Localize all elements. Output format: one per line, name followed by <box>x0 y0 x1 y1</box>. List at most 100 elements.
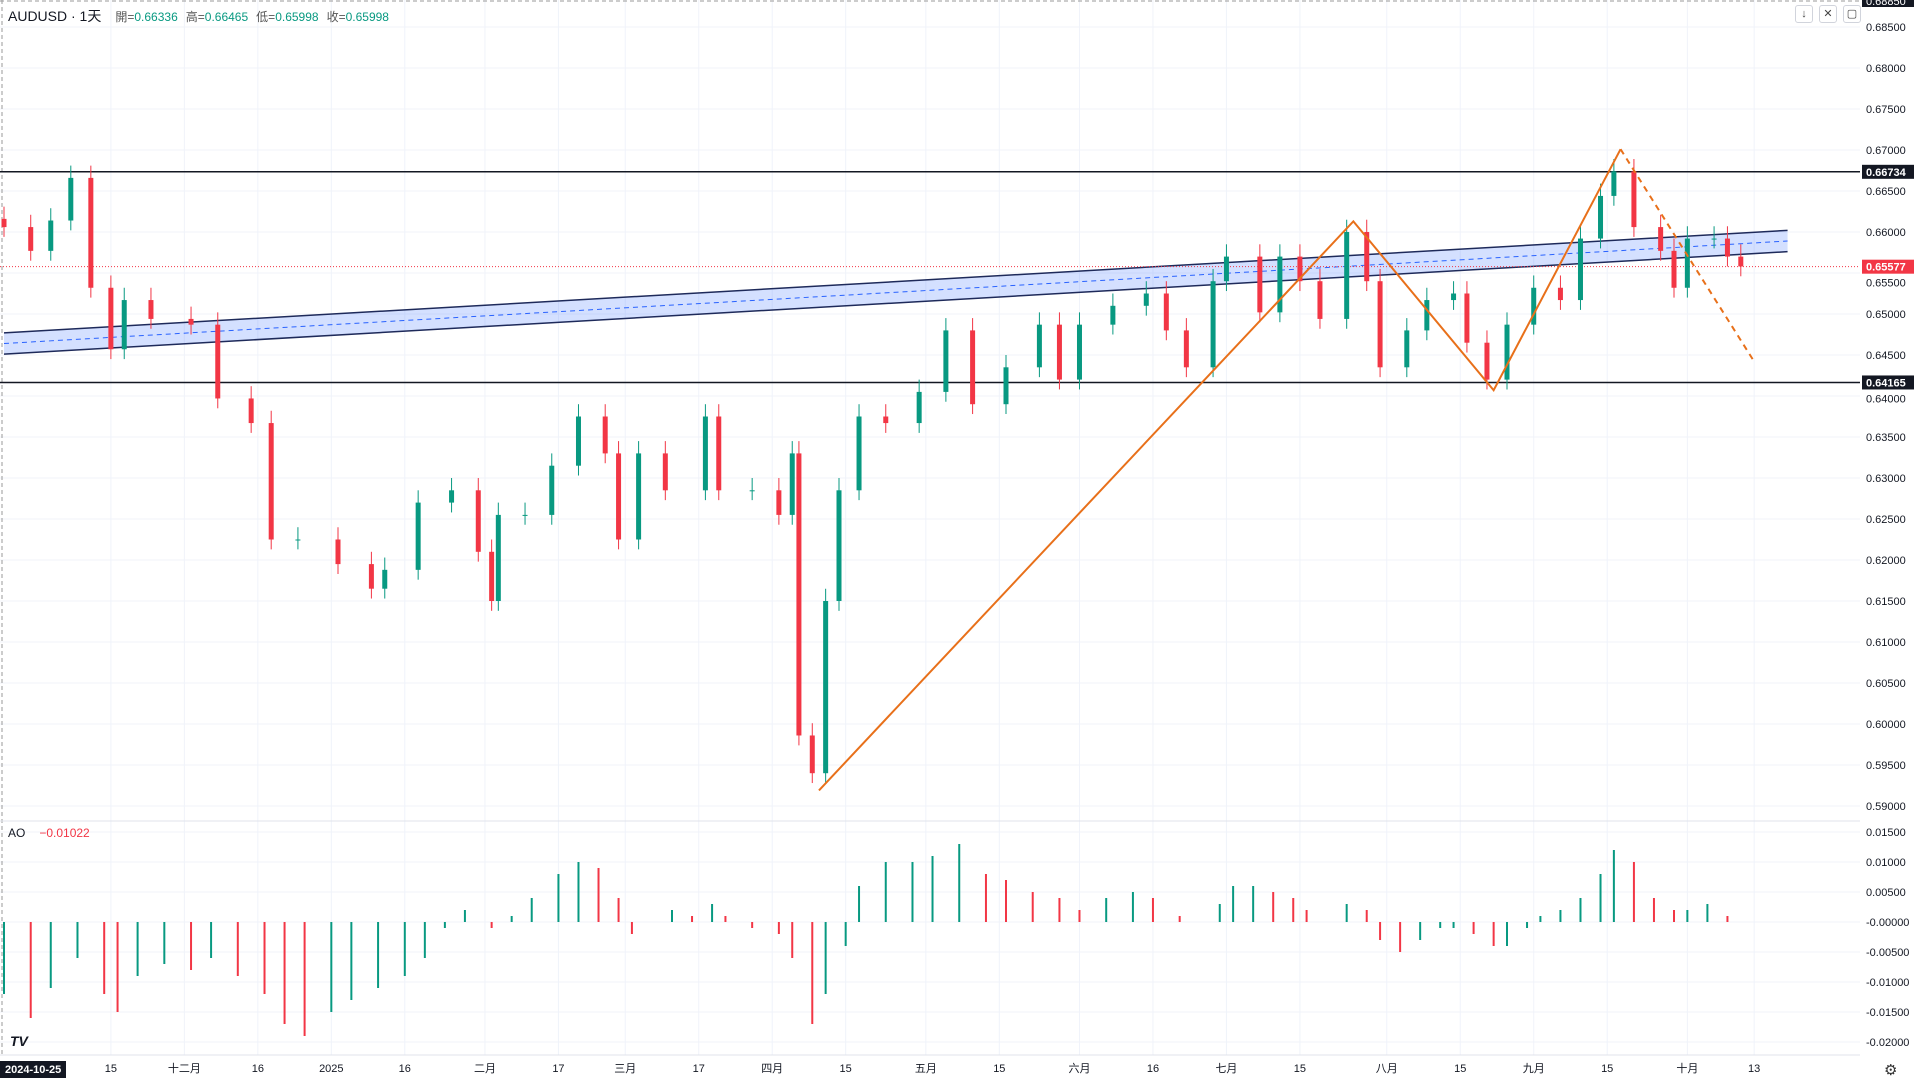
time-tick-label: 七月 <box>1215 1062 1237 1075</box>
candle-body <box>823 601 829 774</box>
candle-body <box>796 453 802 736</box>
candle-body <box>1143 293 1149 306</box>
candle-body <box>335 539 341 565</box>
candle-body <box>970 330 976 405</box>
candle-body <box>295 539 301 541</box>
time-tick-label: 16 <box>399 1063 411 1075</box>
last-price-label-bg <box>1862 259 1914 274</box>
support-price-label-bg <box>1862 375 1914 390</box>
candle-body <box>1404 330 1410 368</box>
time-tick-label: 2025 <box>319 1063 343 1075</box>
time-tick-label: 15 <box>1294 1063 1306 1075</box>
candle-body <box>636 453 642 540</box>
candle-body <box>1163 293 1169 331</box>
candle-body <box>1631 171 1637 228</box>
candle-body <box>1658 227 1664 251</box>
candle-body <box>789 453 795 515</box>
candle-body <box>382 569 388 589</box>
price-tick-label: 0.63000 <box>1866 473 1906 485</box>
ao-value: −0.01022 <box>39 826 90 840</box>
candle-body <box>28 227 34 251</box>
ao-tick-label: -0.01500 <box>1866 1007 1909 1019</box>
ao-tick-label: -0.02000 <box>1866 1037 1909 1049</box>
price-tick-label: 0.62500 <box>1866 514 1906 526</box>
open-label: 開= <box>115 9 135 24</box>
candle-body <box>1183 330 1189 368</box>
candle-body <box>489 551 495 601</box>
time-tick-label: 四月 <box>761 1063 783 1075</box>
channel-upper-line <box>3 229 1788 334</box>
candle-body <box>1684 238 1690 288</box>
time-tick-label: 16 <box>1147 1063 1159 1075</box>
support-price-label: 0.64165 <box>1866 377 1906 389</box>
candle-body <box>88 177 94 288</box>
price-tick-label: 0.60000 <box>1866 719 1906 731</box>
symbol-title[interactable]: AUDUSD · 1天 <box>8 8 102 24</box>
gear-icon[interactable]: ⚙ <box>1884 1062 1898 1079</box>
collapse-icon[interactable]: ✕ <box>1819 5 1837 23</box>
price-tick-label: 0.61000 <box>1866 637 1906 649</box>
low-value: 0.65998 <box>275 9 319 24</box>
candle-body <box>575 416 581 466</box>
candle-body <box>495 514 501 601</box>
price-tick-label: 0.68500 <box>1866 22 1906 34</box>
candle-body <box>1738 256 1744 267</box>
time-tick-label: 15 <box>840 1063 852 1075</box>
ao-tick-label: 0.01500 <box>1866 827 1906 839</box>
candle-body <box>1277 256 1283 313</box>
open-value: 0.66336 <box>134 9 178 24</box>
ao-tick-label: -0.00500 <box>1866 947 1909 959</box>
candle-body <box>1557 287 1563 301</box>
ao-name[interactable]: AO <box>8 826 26 840</box>
tradingview-logo[interactable]: TV <box>10 1033 28 1049</box>
candle-body <box>1724 238 1730 257</box>
last-price-label: 0.65577 <box>1866 262 1906 274</box>
low-label: 低= <box>256 9 276 24</box>
candle-body <box>1257 256 1263 313</box>
price-tick-label: 0.59500 <box>1866 760 1906 772</box>
candle-body <box>1076 324 1082 380</box>
candle-body <box>776 490 782 515</box>
price-tick-label: 0.64500 <box>1866 350 1906 362</box>
price-tick-label: 0.65000 <box>1866 309 1906 321</box>
price-tick-label: 0.63500 <box>1866 432 1906 444</box>
candle-body <box>148 300 154 319</box>
price-tick-label: 0.66000 <box>1866 227 1906 239</box>
projection-line <box>1619 148 1756 363</box>
scroll-down-icon[interactable]: ↓ <box>1795 5 1813 23</box>
top-price-label: 0.68850 <box>1866 0 1906 8</box>
time-tick-label: 15 <box>993 1063 1005 1075</box>
fullscreen-icon[interactable]: ▢ <box>1843 5 1861 23</box>
candle-body <box>602 416 608 454</box>
candle-body <box>702 416 708 491</box>
candle-body <box>1317 281 1323 319</box>
candle-body <box>449 490 455 503</box>
candle-body <box>1036 324 1042 368</box>
candle-body <box>883 416 889 424</box>
candle-body <box>1531 287 1537 325</box>
candle-body <box>1504 324 1510 380</box>
candle-body <box>1598 195 1604 239</box>
candle-body <box>856 416 862 491</box>
candle-body <box>943 330 949 392</box>
ao-tick-label: -0.00000 <box>1866 917 1909 929</box>
candle-body <box>716 416 722 491</box>
candle-body <box>616 453 622 540</box>
candle-body <box>1377 281 1383 368</box>
ao-tick-label: 0.01000 <box>1866 857 1906 869</box>
price-tick-label: 0.64000 <box>1866 393 1906 405</box>
candle-body <box>1210 281 1216 368</box>
candle-body <box>1297 256 1303 282</box>
candle-body <box>1711 238 1717 240</box>
candle-body <box>121 300 127 350</box>
top-price-bg <box>1862 0 1914 7</box>
candle-body <box>1223 256 1229 282</box>
time-tick-label: 17 <box>693 1063 705 1075</box>
time-tick-label: 15 <box>1601 1063 1613 1075</box>
high-value: 0.66465 <box>204 9 249 24</box>
candle-body <box>1671 250 1677 288</box>
time-tick-label: 17 <box>552 1063 564 1075</box>
candle-body <box>1 218 7 228</box>
candle-body <box>916 391 922 424</box>
